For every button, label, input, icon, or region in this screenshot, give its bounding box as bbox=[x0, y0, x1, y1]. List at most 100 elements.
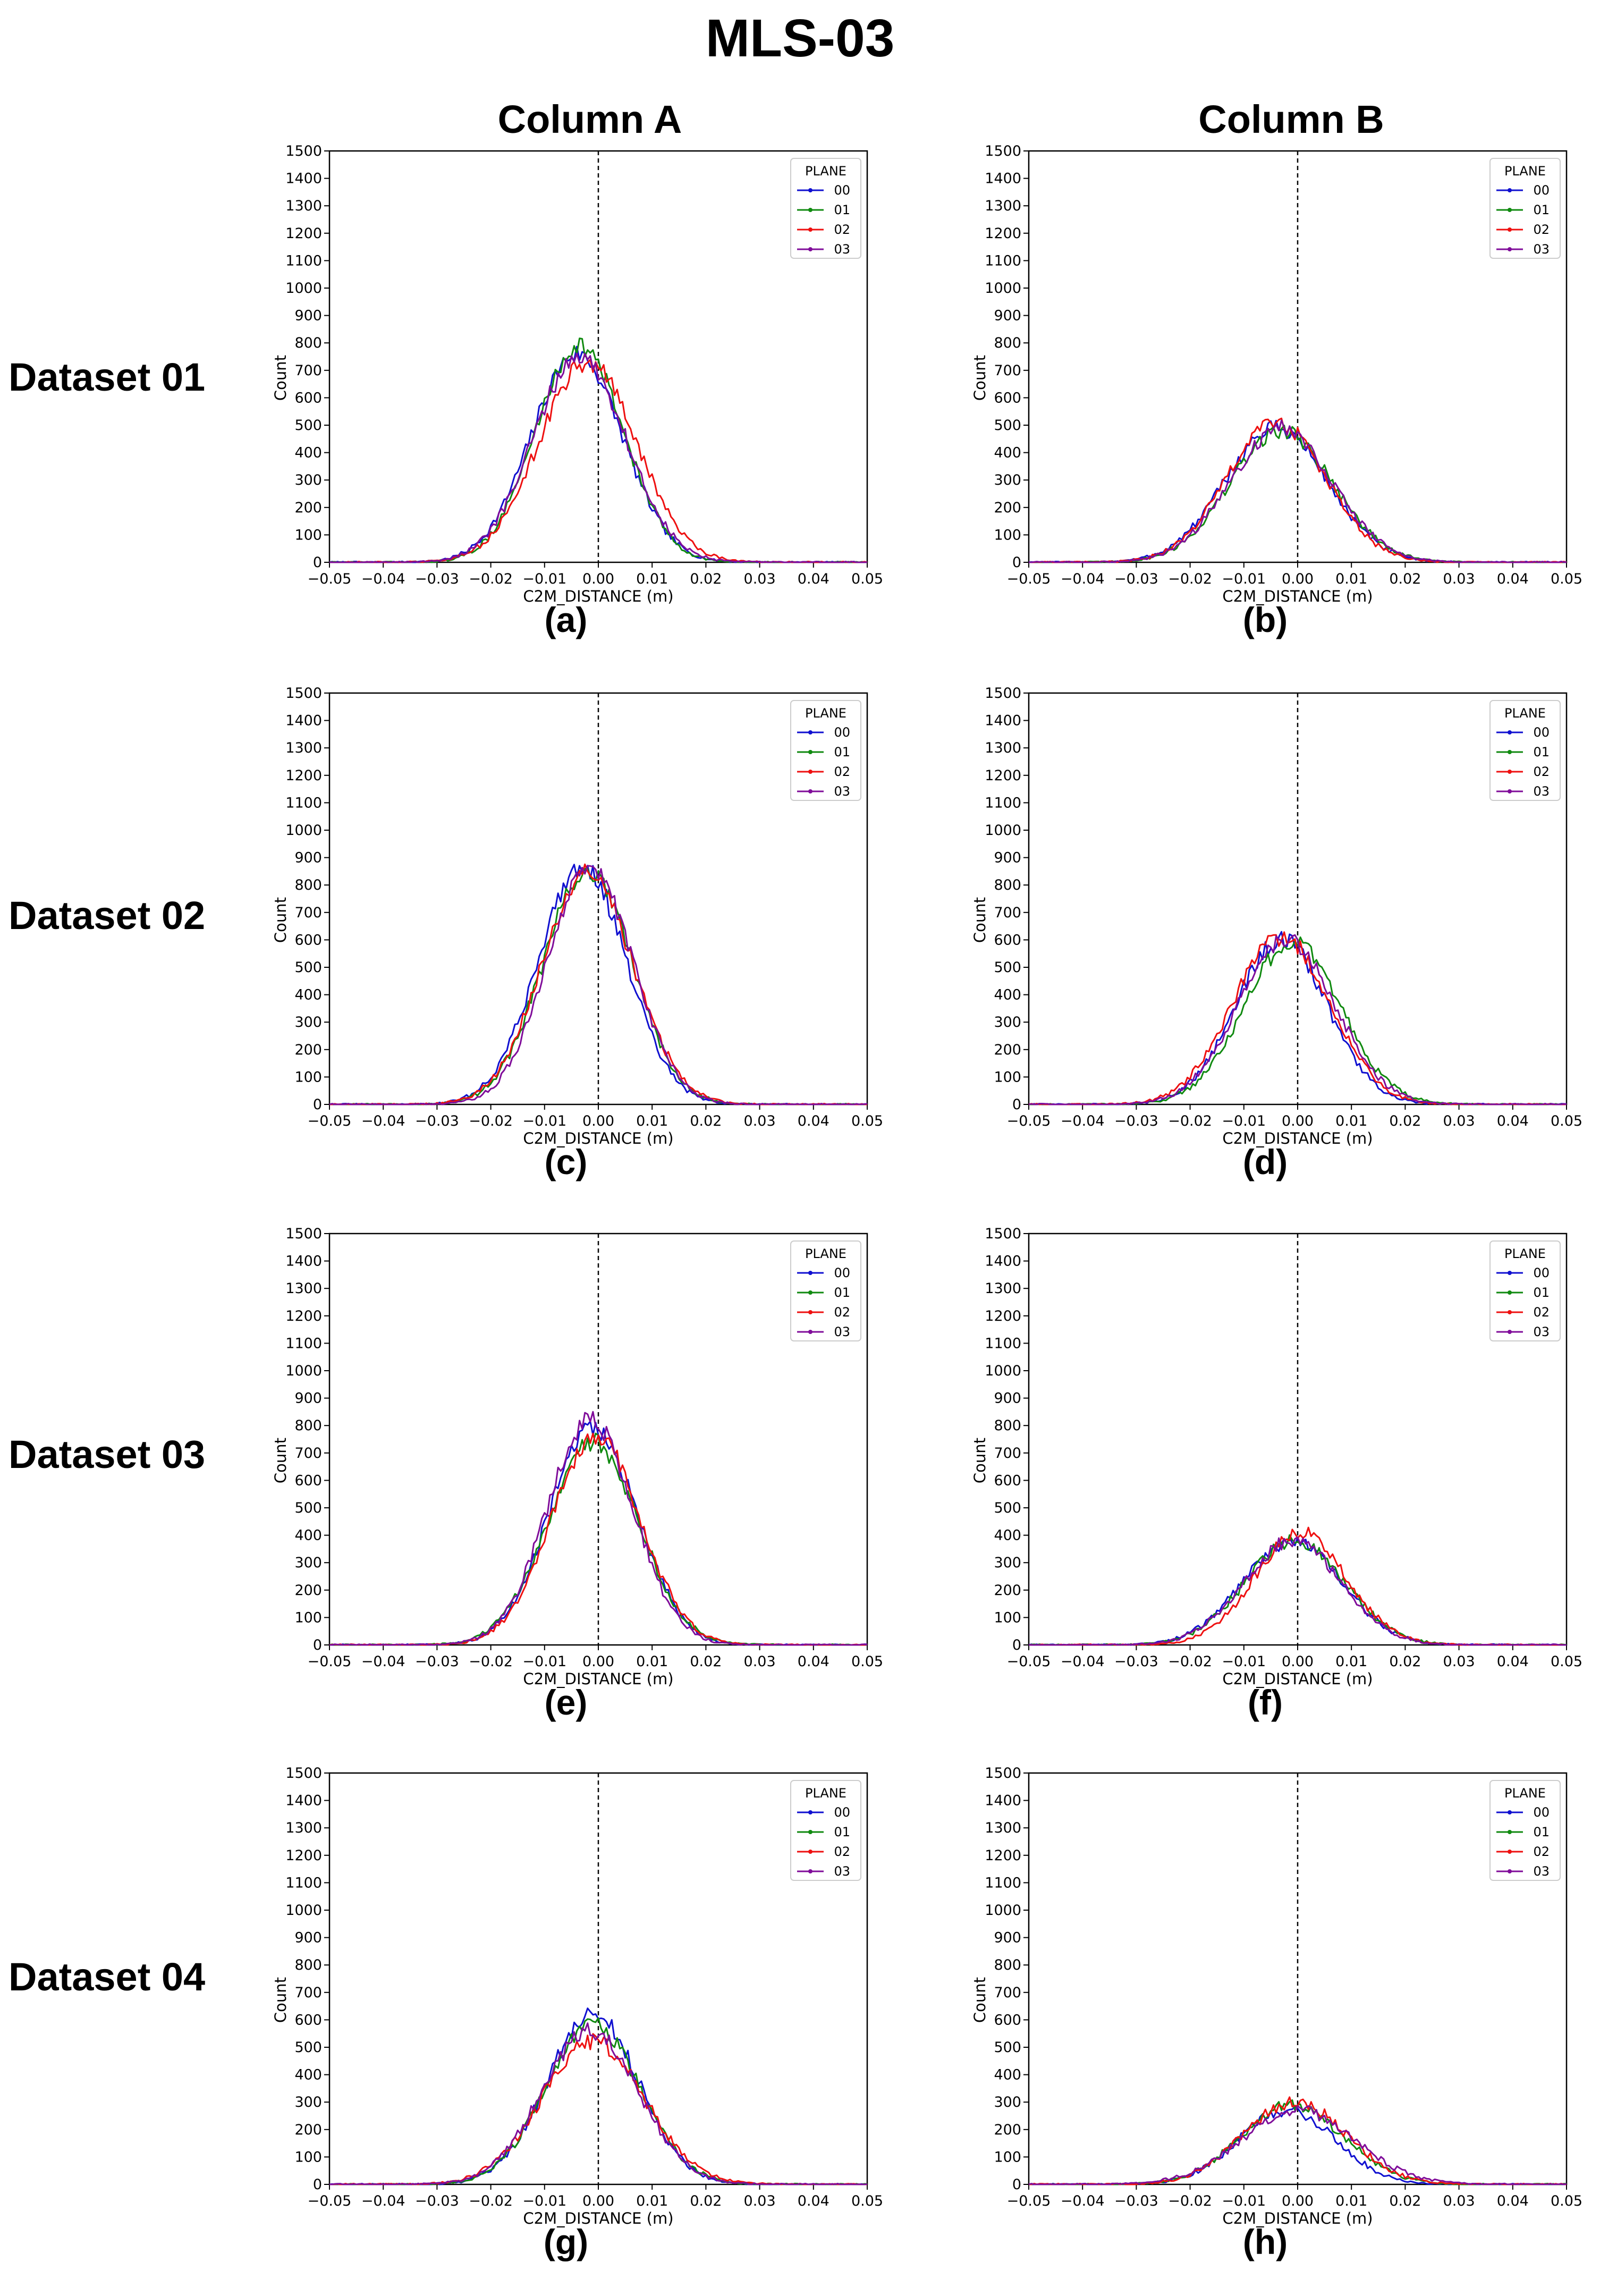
x-tick-label: 0.04 bbox=[798, 2193, 829, 2209]
y-tick-label: 400 bbox=[994, 1527, 1021, 1544]
chart-panel-a: 0 100 200 300 400 500 600 700 800 900 1000 1100 1200… bbox=[266, 142, 883, 674]
legend-marker-02 bbox=[1508, 770, 1512, 774]
y-tick-label: 200 bbox=[294, 500, 322, 516]
y-tick-label: 200 bbox=[294, 1042, 322, 1058]
y-tick-label: 1300 bbox=[985, 198, 1021, 214]
x-tick-label: −0.03 bbox=[1114, 571, 1158, 587]
x-tick-label: 0.00 bbox=[582, 571, 614, 587]
legend-title: PLANE bbox=[805, 706, 846, 721]
y-tick-label: 100 bbox=[294, 1609, 322, 1626]
y-tick-label: 1400 bbox=[985, 1793, 1021, 1809]
legend-label-01: 01 bbox=[834, 202, 850, 217]
y-tick-label: 500 bbox=[994, 2039, 1021, 2056]
legend-title: PLANE bbox=[805, 164, 846, 179]
x-tick-label: 0.03 bbox=[744, 2193, 776, 2209]
legend-marker-00 bbox=[808, 1810, 812, 1814]
legend-marker-01 bbox=[1508, 1830, 1512, 1834]
row-label-dataset-01: Dataset 01 bbox=[9, 355, 206, 399]
y-tick-label: 700 bbox=[294, 905, 322, 921]
x-axis-label: C2M_DISTANCE (m) bbox=[523, 1129, 673, 1147]
y-tick-label: 300 bbox=[994, 1555, 1021, 1571]
x-tick-label: −0.01 bbox=[522, 2193, 566, 2209]
x-tick-label: 0.00 bbox=[582, 2193, 614, 2209]
x-tick-label: 0.02 bbox=[690, 571, 722, 587]
y-tick-label: 900 bbox=[294, 1930, 322, 1946]
y-tick-label: 800 bbox=[994, 877, 1021, 893]
legend-box bbox=[790, 1780, 861, 1881]
legend-label-01: 01 bbox=[834, 745, 850, 759]
x-tick-label: 0.00 bbox=[582, 1113, 614, 1129]
x-tick-label: 0.01 bbox=[1335, 2193, 1367, 2209]
y-tick-label: 0 bbox=[1012, 1096, 1021, 1113]
y-tick-label: 400 bbox=[294, 2067, 322, 2083]
y-tick-label: 100 bbox=[994, 2149, 1021, 2165]
y-tick-label: 1400 bbox=[285, 1253, 322, 1270]
column-header-b: Column B bbox=[1198, 97, 1384, 141]
x-tick-label: 0.01 bbox=[1335, 571, 1367, 587]
legend-title: PLANE bbox=[1504, 164, 1546, 179]
y-tick-label: 800 bbox=[294, 335, 322, 351]
legend-title: PLANE bbox=[805, 1246, 846, 1261]
x-tick-label: −0.02 bbox=[1168, 2193, 1212, 2209]
x-tick-label: −0.01 bbox=[1222, 2193, 1266, 2209]
x-tick-label: 0.04 bbox=[1497, 1113, 1529, 1129]
legend-marker-00 bbox=[1508, 188, 1512, 192]
x-tick-label: −0.02 bbox=[1168, 571, 1212, 587]
x-tick-label: −0.05 bbox=[308, 571, 352, 587]
y-tick-label: 1500 bbox=[985, 1226, 1021, 1242]
x-tick-label: 0.04 bbox=[798, 571, 829, 587]
x-tick-label: −0.02 bbox=[1168, 1113, 1212, 1129]
legend-label-03: 03 bbox=[1533, 784, 1550, 799]
x-axis-label: C2M_DISTANCE (m) bbox=[1222, 1129, 1373, 1147]
y-tick-label: 1500 bbox=[285, 143, 322, 159]
legend-label-02: 02 bbox=[834, 1844, 850, 1859]
legend-box bbox=[790, 1240, 861, 1341]
x-tick-label: −0.05 bbox=[1007, 1653, 1051, 1670]
y-tick-label: 0 bbox=[1012, 2176, 1021, 2193]
legend-label-03: 03 bbox=[834, 242, 850, 257]
y-tick-label: 700 bbox=[294, 1985, 322, 2001]
y-tick-label: 100 bbox=[994, 1069, 1021, 1085]
legend-label-00: 00 bbox=[834, 725, 850, 740]
x-tick-label: 0.00 bbox=[582, 1653, 614, 1670]
x-tick-label: −0.04 bbox=[1061, 1653, 1105, 1670]
y-tick-label: 800 bbox=[294, 1957, 322, 1973]
x-tick-label: 0.05 bbox=[1551, 571, 1582, 587]
y-tick-label: 600 bbox=[294, 390, 322, 406]
y-tick-label: 600 bbox=[994, 390, 1021, 406]
y-tick-label: 300 bbox=[294, 472, 322, 488]
x-tick-label: 0.04 bbox=[1497, 2193, 1529, 2209]
y-tick-label: 100 bbox=[294, 2149, 322, 2165]
x-tick-label: −0.02 bbox=[469, 571, 513, 587]
legend-label-01: 01 bbox=[834, 1285, 850, 1300]
x-tick-label: 0.01 bbox=[1335, 1653, 1367, 1670]
y-tick-label: 600 bbox=[994, 2012, 1021, 2028]
legend-marker-01 bbox=[808, 750, 812, 754]
y-tick-label: 1400 bbox=[985, 713, 1021, 729]
x-tick-label: 0.01 bbox=[636, 1113, 668, 1129]
y-tick-label: 600 bbox=[294, 1472, 322, 1489]
legend-label-03: 03 bbox=[834, 784, 850, 799]
panel-label-f: (f) bbox=[1248, 1683, 1283, 1722]
y-axis-label: Count bbox=[971, 897, 989, 943]
x-tick-label: 0.04 bbox=[1497, 1653, 1529, 1670]
y-tick-label: 1200 bbox=[285, 1847, 322, 1864]
y-tick-label: 200 bbox=[994, 2122, 1021, 2138]
y-tick-label: 400 bbox=[994, 445, 1021, 461]
y-tick-label: 1100 bbox=[285, 252, 322, 269]
x-tick-label: 0.05 bbox=[1551, 2193, 1582, 2209]
legend-title: PLANE bbox=[1504, 1786, 1546, 1801]
x-tick-label: 0.02 bbox=[1389, 571, 1421, 587]
row-label-dataset-02: Dataset 02 bbox=[9, 893, 206, 938]
legend-marker-00 bbox=[1508, 1271, 1512, 1275]
legend-marker-03 bbox=[1508, 789, 1512, 794]
legend-marker-01 bbox=[1508, 750, 1512, 754]
legend-marker-00 bbox=[808, 188, 812, 192]
y-tick-label: 1200 bbox=[985, 1847, 1021, 1864]
y-tick-label: 600 bbox=[294, 2012, 322, 2028]
y-tick-label: 1400 bbox=[285, 713, 322, 729]
x-tick-label: 0.02 bbox=[690, 1113, 722, 1129]
x-tick-label: 0.01 bbox=[636, 2193, 668, 2209]
x-tick-label: 0.00 bbox=[1282, 1113, 1314, 1129]
x-tick-label: −0.05 bbox=[1007, 1113, 1051, 1129]
